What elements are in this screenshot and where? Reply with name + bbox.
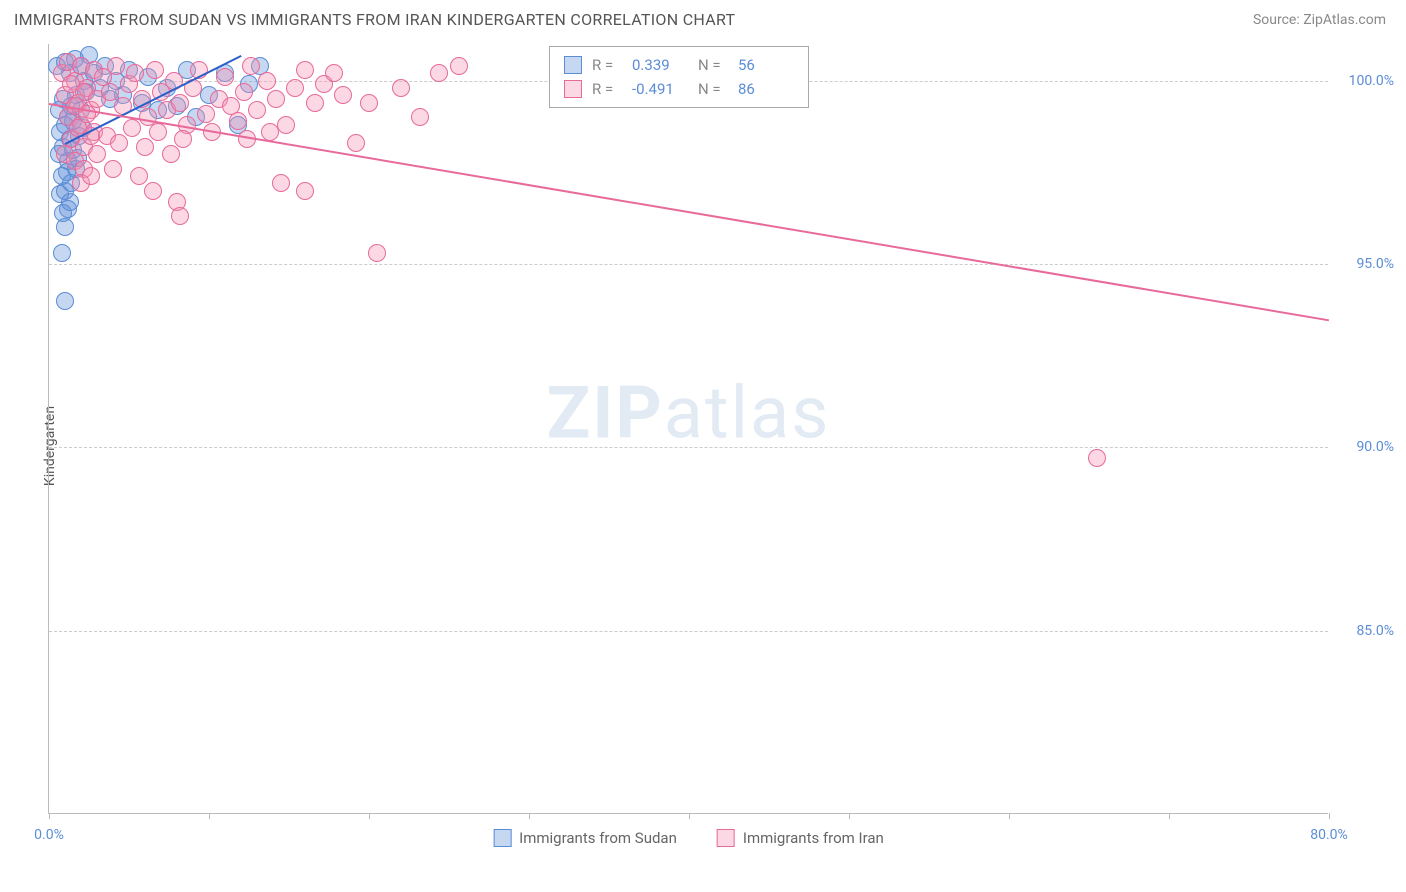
scatter-point — [242, 57, 260, 75]
legend-item: Immigrants from Iran — [717, 829, 884, 847]
scatter-point — [216, 68, 234, 86]
scatter-point — [88, 145, 106, 163]
scatter-point — [146, 61, 164, 79]
legend-n-value: 86 — [738, 77, 794, 101]
legend-series-name: Immigrants from Sudan — [519, 829, 677, 847]
scatter-point — [430, 64, 448, 82]
scatter-point — [235, 83, 253, 101]
scatter-point — [347, 134, 365, 152]
scatter-point — [450, 57, 468, 75]
scatter-point — [56, 218, 74, 236]
scatter-point — [325, 64, 343, 82]
trend-line — [49, 103, 1329, 321]
scatter-point — [174, 130, 192, 148]
scatter-chart: ZIPatlas 85.0%90.0%95.0%100.0%0.0%80.0%R… — [48, 44, 1328, 814]
scatter-point — [82, 167, 100, 185]
chart-header: IMMIGRANTS FROM SUDAN VS IMMIGRANTS FROM… — [0, 0, 1406, 35]
scatter-point — [267, 90, 285, 108]
scatter-point — [136, 138, 154, 156]
scatter-point — [53, 244, 71, 262]
scatter-point — [104, 160, 122, 178]
chart-source: Source: ZipAtlas.com — [1253, 12, 1386, 28]
legend-swatch — [564, 56, 582, 74]
scatter-point — [162, 145, 180, 163]
scatter-point — [360, 94, 378, 112]
legend-r-value: -0.491 — [632, 77, 688, 101]
legend-r-label: R = — [592, 53, 622, 77]
x-tick-mark — [49, 813, 50, 819]
scatter-point — [306, 94, 324, 112]
scatter-point — [144, 182, 162, 200]
x-tick-mark — [209, 813, 210, 819]
scatter-point — [110, 134, 128, 152]
x-tick-mark — [849, 813, 850, 819]
legend-r-value: 0.339 — [632, 53, 688, 77]
scatter-point — [229, 112, 247, 130]
legend-swatch — [564, 80, 582, 98]
scatter-point — [392, 79, 410, 97]
scatter-point — [296, 182, 314, 200]
legend-correlation: R = 0.339 N = 56 R = -0.491 N = 86 — [549, 46, 809, 108]
legend-n-value: 56 — [738, 53, 794, 77]
scatter-point — [197, 105, 215, 123]
scatter-point — [258, 72, 276, 90]
scatter-point — [368, 244, 386, 262]
y-tick-label: 100.0% — [1338, 73, 1394, 89]
scatter-point — [56, 292, 74, 310]
legend-r-label: R = — [592, 77, 622, 101]
watermark-zip: ZIP — [547, 371, 664, 456]
x-tick-mark — [689, 813, 690, 819]
scatter-point — [171, 94, 189, 112]
scatter-point — [248, 101, 266, 119]
scatter-point — [277, 116, 295, 134]
scatter-point — [107, 57, 125, 75]
x-tick-label: 0.0% — [34, 827, 64, 843]
scatter-point — [171, 207, 189, 225]
legend-row: R = 0.339 N = 56 — [564, 53, 794, 77]
legend-swatch — [493, 829, 511, 847]
scatter-point — [130, 167, 148, 185]
legend-n-label: N = — [698, 77, 728, 101]
legend-series-name: Immigrants from Iran — [743, 829, 884, 847]
legend-swatch — [717, 829, 735, 847]
scatter-point — [59, 200, 77, 218]
scatter-point — [286, 79, 304, 97]
scatter-point — [411, 108, 429, 126]
gridline-h — [49, 447, 1328, 448]
x-tick-label: 80.0% — [1310, 827, 1348, 843]
scatter-point — [101, 83, 119, 101]
scatter-point — [126, 64, 144, 82]
y-tick-label: 90.0% — [1338, 439, 1394, 455]
watermark-atlas: atlas — [664, 371, 831, 456]
x-tick-mark — [1009, 813, 1010, 819]
y-tick-label: 95.0% — [1338, 256, 1394, 272]
legend-row: R = -0.491 N = 86 — [564, 77, 794, 101]
scatter-point — [296, 61, 314, 79]
y-tick-label: 85.0% — [1338, 623, 1394, 639]
scatter-point — [149, 123, 167, 141]
scatter-point — [272, 174, 290, 192]
gridline-h — [49, 631, 1328, 632]
scatter-point — [1088, 449, 1106, 467]
x-tick-mark — [369, 813, 370, 819]
legend-n-label: N = — [698, 53, 728, 77]
scatter-point — [123, 119, 141, 137]
scatter-point — [334, 86, 352, 104]
watermark: ZIPatlas — [547, 371, 831, 456]
gridline-h — [49, 264, 1328, 265]
x-tick-mark — [1169, 813, 1170, 819]
chart-title: IMMIGRANTS FROM SUDAN VS IMMIGRANTS FROM… — [14, 10, 735, 29]
x-tick-mark — [529, 813, 530, 819]
legend-item: Immigrants from Sudan — [493, 829, 677, 847]
x-tick-mark — [1329, 813, 1330, 819]
legend-series: Immigrants from Sudan Immigrants from Ira… — [493, 829, 884, 847]
